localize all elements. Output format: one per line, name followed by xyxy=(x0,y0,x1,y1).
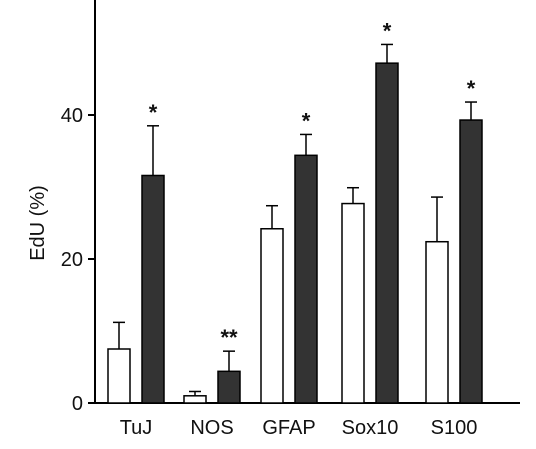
x-category-label: NOS xyxy=(190,417,233,439)
bar-filled xyxy=(294,154,318,404)
y-axis-title: EdU (%) xyxy=(27,185,49,261)
bar-filled xyxy=(459,119,483,404)
significance-marker: * xyxy=(149,100,158,125)
x-category-label: GFAP xyxy=(262,417,315,439)
bar-filled xyxy=(375,62,399,404)
significance-marker: * xyxy=(467,76,476,101)
bar-open xyxy=(425,240,449,404)
y-tick-label: 0 xyxy=(72,393,83,415)
significance-marker: * xyxy=(383,18,392,43)
bar-filled xyxy=(141,174,165,404)
x-category-label: Sox10 xyxy=(342,417,399,439)
significance-marker: ** xyxy=(220,325,238,350)
significance-marker: * xyxy=(302,108,311,133)
y-tick-label: 40 xyxy=(61,105,83,127)
bar-open xyxy=(260,228,284,404)
bar-open xyxy=(183,395,207,404)
bar-open xyxy=(107,348,131,404)
bar-open xyxy=(341,202,365,404)
x-category-label: TuJ xyxy=(120,417,153,439)
bar-filled xyxy=(217,370,241,404)
y-tick-label: 20 xyxy=(61,249,83,271)
x-category-label: S100 xyxy=(431,417,478,439)
